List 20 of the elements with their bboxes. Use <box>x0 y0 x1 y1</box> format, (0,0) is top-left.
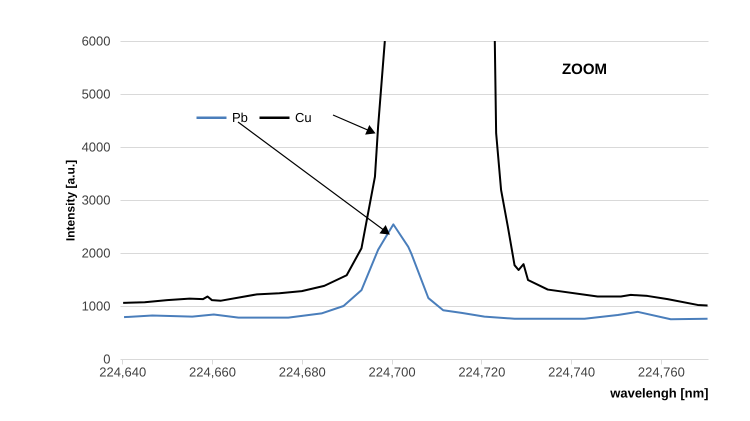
x-tick-label: 224,680 <box>278 364 326 380</box>
y-tick-label: 2000 <box>82 246 110 260</box>
y-tick-label: 6000 <box>82 34 110 48</box>
y-tick-label: 0 <box>103 352 110 366</box>
y-tick-label: 4000 <box>82 140 110 154</box>
x-tick-label: 224,640 <box>99 364 146 380</box>
legend-label: Cu <box>295 110 312 125</box>
x-axis-title: wavelengh [nm] <box>609 386 708 400</box>
x-tick-label: 224,760 <box>638 364 685 380</box>
y-axis-title: Intensity [a.u.] <box>64 160 78 242</box>
annotation: ZOOM <box>562 61 608 78</box>
y-tick-label: 1000 <box>82 298 110 314</box>
x-tick-label: 224,700 <box>368 364 416 380</box>
y-tick-label: 5000 <box>82 86 110 102</box>
legend-label: Pb <box>232 110 248 125</box>
x-tick-label: 224,660 <box>189 364 236 380</box>
line-series <box>123 223 708 320</box>
y-tick-label: 3000 <box>82 192 110 208</box>
x-tick-label: 224,740 <box>548 364 596 380</box>
x-tick-label: 224,720 <box>458 364 506 380</box>
